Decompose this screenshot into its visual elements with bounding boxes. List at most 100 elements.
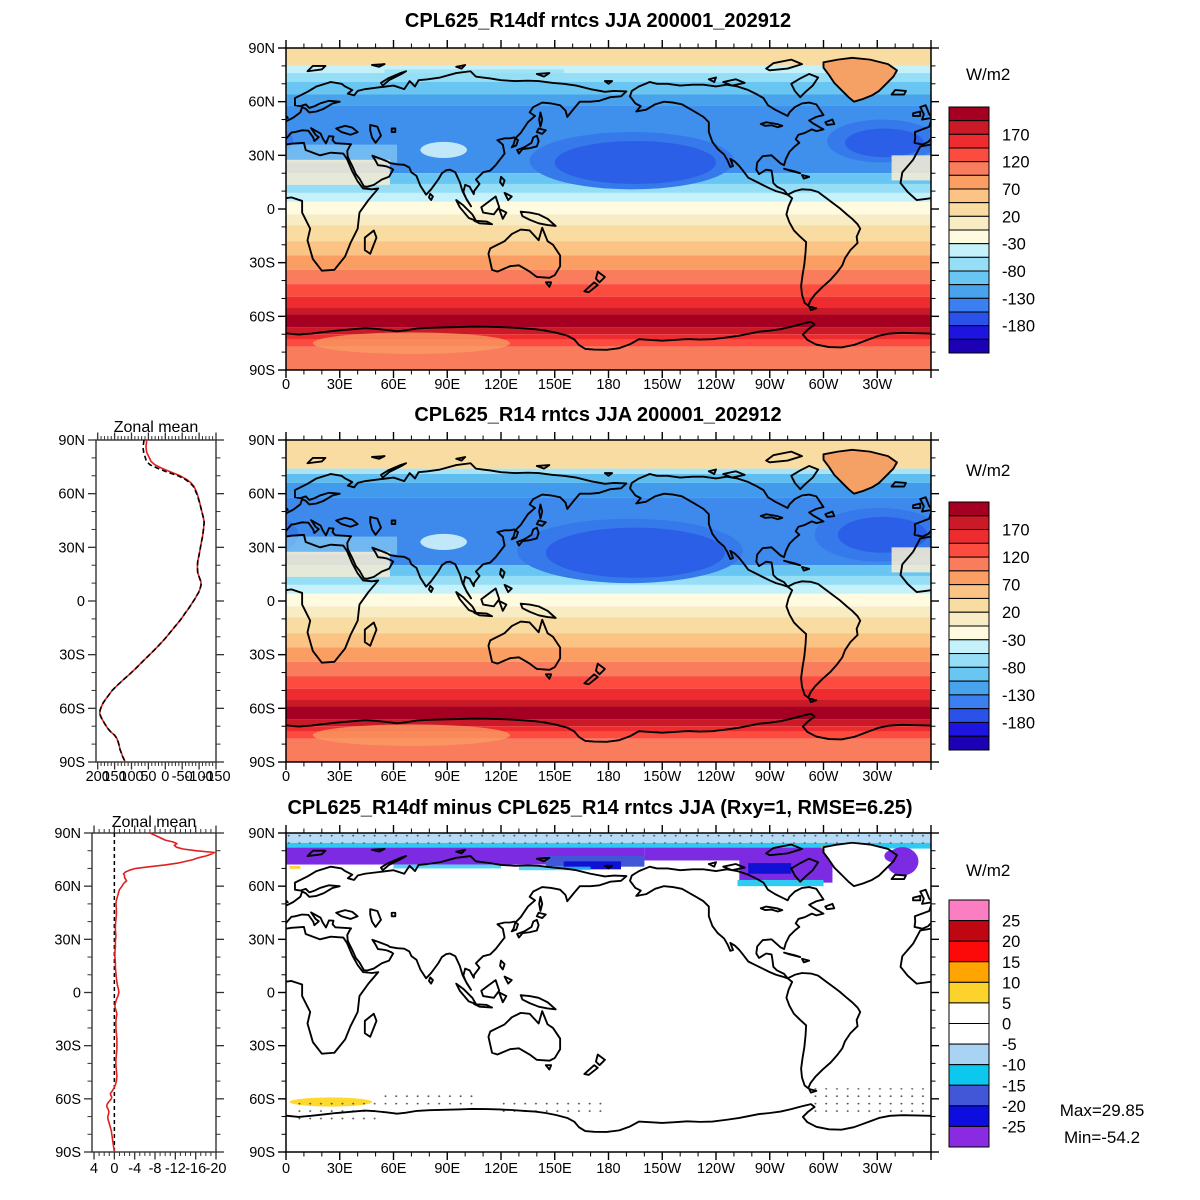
lat-tick-label: 0 (73, 986, 81, 1002)
value-tick-label: 0 (110, 1161, 118, 1177)
latitude-band (286, 617, 931, 634)
map-feature (891, 155, 931, 181)
colorbar-label: 0 (1002, 1016, 1011, 1034)
colorbar-segment (948, 625, 990, 641)
value-tick-label: -8 (149, 1161, 162, 1177)
lon-tick-label: 180 (596, 377, 620, 393)
colorbar-segment (948, 297, 990, 313)
lon-tick-label: 180 (596, 769, 620, 785)
latitude-band (286, 65, 931, 74)
lon-tick-label: 60W (809, 377, 839, 393)
latitude-band (286, 307, 931, 315)
lon-tick-label: 30E (327, 1161, 353, 1177)
max-value-label: Max=29.85 (1060, 1101, 1145, 1120)
latitude-band (286, 73, 931, 82)
latitude-band (286, 269, 931, 285)
lat-tick-label: 0 (267, 986, 275, 1002)
map-feature (286, 842, 931, 849)
colorbar-label: -130 (1002, 290, 1035, 308)
colorbar-segment (948, 899, 990, 922)
colorbar-segment (948, 229, 990, 245)
colorbar-segment (948, 147, 990, 163)
lat-tick-label: 90S (249, 1145, 275, 1161)
map-feature (312, 724, 510, 746)
latitude-band (286, 699, 931, 707)
colorbar-segment (948, 106, 990, 122)
colorbar-segment (948, 161, 990, 176)
latitude-band (286, 225, 931, 242)
map-feature (420, 533, 467, 551)
lon-tick-label: 30W (862, 1161, 892, 1177)
colorbar-label: 170 (1002, 522, 1030, 540)
latitude-band (286, 241, 931, 256)
zonal-mean-curve (105, 832, 216, 1153)
lat-tick-label: 60S (55, 1092, 81, 1108)
latitude-band (286, 468, 931, 474)
map-feature (845, 128, 924, 158)
colorbar-segment (948, 556, 990, 572)
lat-tick-label: 90S (249, 755, 275, 771)
map-feature (884, 849, 903, 863)
colorbar-label: -80 (1002, 263, 1026, 281)
panel-2-zonal-title: Zonal mean (114, 419, 199, 436)
lon-tick-label: 60E (381, 1161, 407, 1177)
colorbar-segment (948, 133, 990, 149)
value-tick-label: 200 (86, 769, 110, 785)
map-feature (563, 861, 622, 870)
lon-tick-label: 60W (809, 1161, 839, 1177)
lon-tick-label: 30E (327, 769, 353, 785)
colorbar-segment (948, 940, 990, 963)
colorbar-segment (948, 735, 990, 751)
colorbar-segment (948, 680, 990, 696)
coastline (0, 845, 215, 1093)
colorbar-segment (948, 1043, 990, 1066)
colorbar-segment (948, 1084, 990, 1107)
colorbar-segment (948, 243, 990, 258)
map-feature (737, 879, 824, 887)
lon-tick-label: 30W (862, 377, 892, 393)
lat-tick-label: 0 (267, 594, 275, 610)
colorbar-segment (948, 653, 990, 668)
map-feature (501, 1098, 609, 1114)
map-feature (384, 1091, 475, 1110)
colorbar-label: 120 (1002, 549, 1030, 567)
zonal-frame (95, 439, 217, 763)
lon-tick-label: 120E (484, 377, 518, 393)
colorbar-label: 70 (1002, 181, 1020, 199)
colorbar-segment (948, 325, 990, 340)
colorbar-label: 10 (1002, 974, 1020, 992)
colorbar-segment (948, 694, 990, 710)
lat-tick-label: 30N (58, 540, 85, 556)
lat-tick-label: 30S (249, 1039, 275, 1055)
lon-tick-label: 60E (381, 377, 407, 393)
map-feature (286, 159, 390, 185)
value-tick-label: -4 (128, 1161, 141, 1177)
lon-tick-label: 120E (484, 1161, 518, 1177)
latitude-band (286, 81, 931, 95)
colorbar-segment (948, 570, 990, 586)
lat-tick-label: 0 (77, 594, 85, 610)
map-feature (837, 516, 928, 553)
lon-tick-label: 150W (643, 1161, 681, 1177)
zonal-mean-curve (98, 439, 205, 763)
colorbar-segment (948, 1105, 990, 1127)
lat-tick-label: 90N (248, 41, 275, 57)
panel-1-map-art (286, 48, 931, 370)
coastline (286, 1103, 287, 1133)
colorbar-segment (948, 666, 990, 682)
latitude-band (286, 327, 931, 335)
value-tick-label: 50 (140, 769, 156, 785)
colorbar-segment (948, 501, 990, 517)
panel-1-title: CPL625_R14df rntcs JJA 200001_202912 (405, 10, 791, 32)
value-tick-label: 0 (161, 769, 169, 785)
panel-1: CPL625_R14df rntcs JJA 200001_202912 0 30… (248, 10, 1035, 393)
colorbar-segment (948, 961, 990, 983)
value-tick-label: 100 (119, 769, 143, 785)
lat-tick-label: 90N (54, 826, 81, 842)
lat-tick-label: 30S (249, 648, 275, 664)
map-feature (554, 141, 716, 184)
latitude-band (286, 255, 931, 270)
value-tick-label: -20 (206, 1161, 227, 1177)
colorbar-label: 15 (1002, 954, 1020, 972)
